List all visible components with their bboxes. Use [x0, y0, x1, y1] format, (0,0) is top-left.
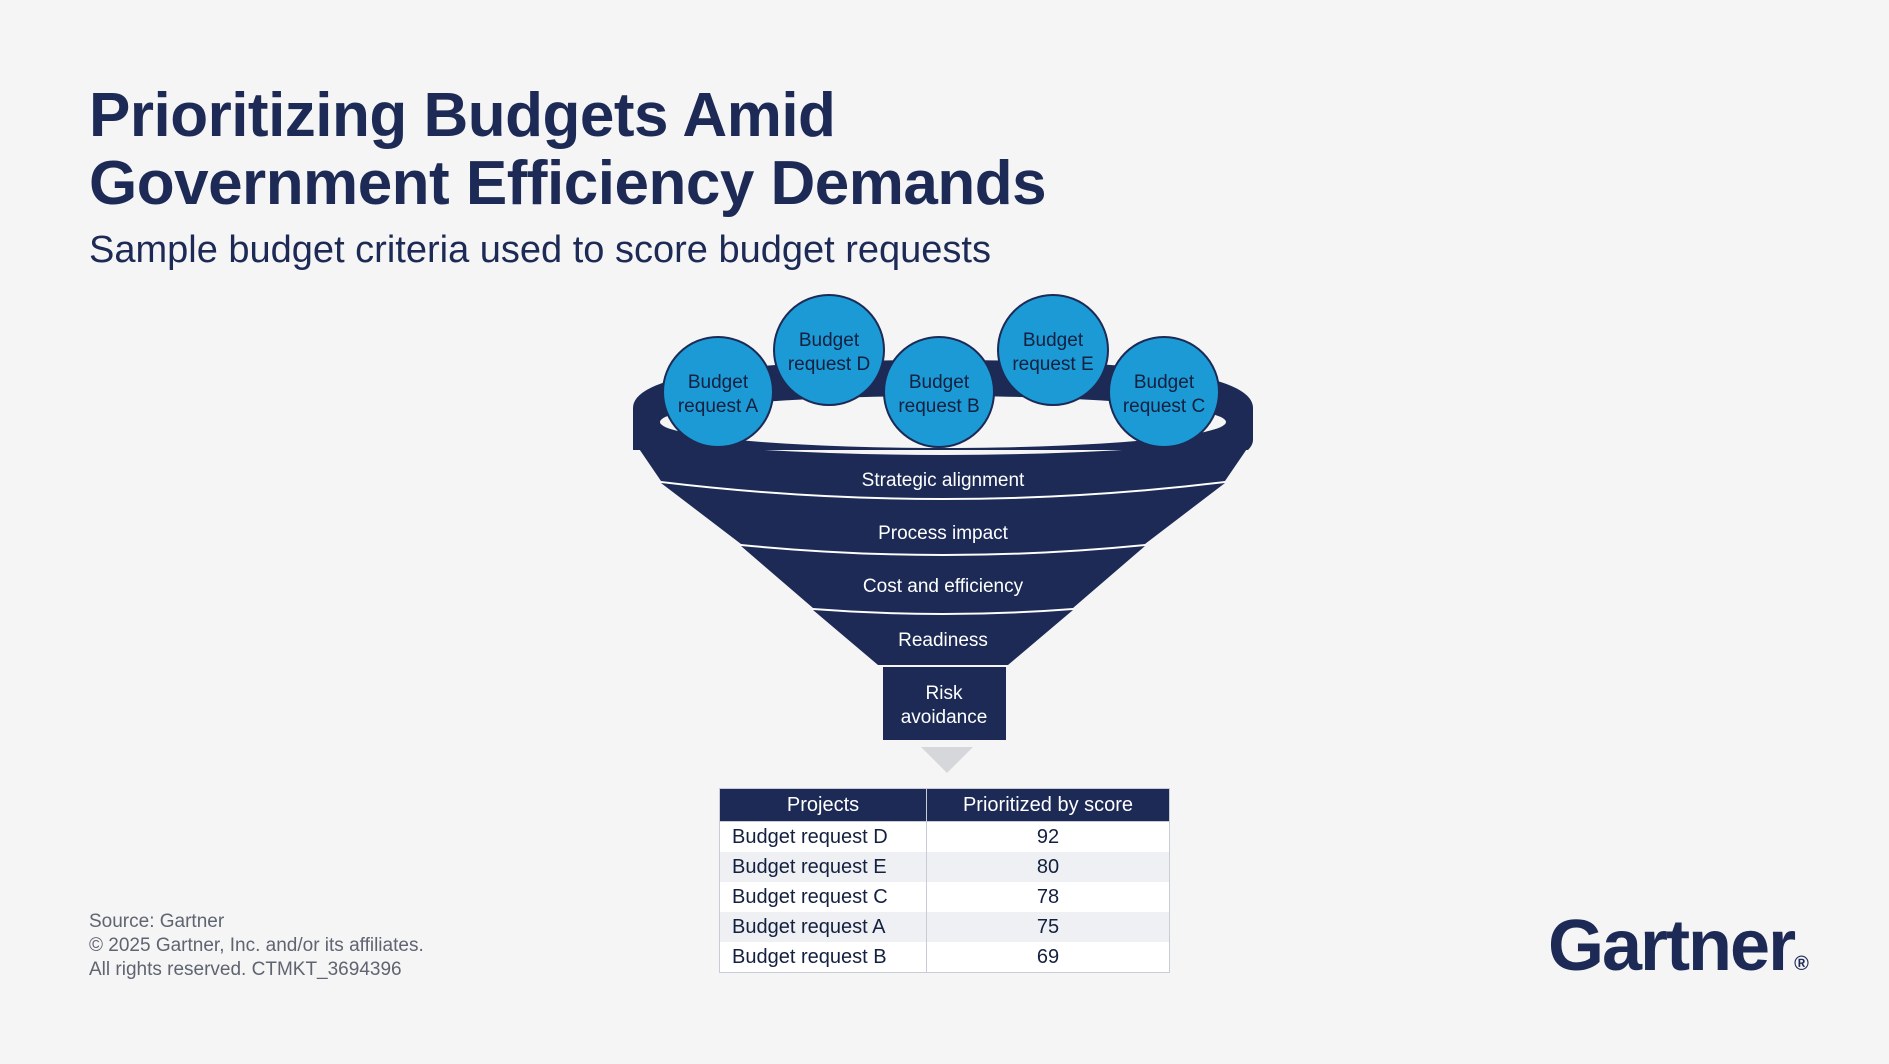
bubble-budget-request-b: Budget request B	[883, 336, 995, 448]
funnel-divider	[812, 608, 1074, 615]
score-cell: 80	[926, 852, 1170, 882]
bubble-budget-request-e: Budget request E	[997, 294, 1109, 406]
table-row: Budget request B 69	[719, 942, 1170, 973]
funnel-band-strategic-alignment	[633, 440, 1253, 498]
score-cell: 69	[926, 942, 1170, 973]
funnel-spout-risk-avoidance	[883, 667, 1006, 740]
svg-text:request A: request A	[678, 396, 759, 417]
svg-text:Budget: Budget	[909, 372, 970, 393]
bubble-budget-request-c: Budget request C	[1108, 336, 1220, 448]
svg-text:Budget: Budget	[1023, 330, 1084, 351]
logo-wordmark: Gartner	[1548, 906, 1796, 986]
title-line-2: Government Efficiency Demands	[89, 149, 1047, 218]
funnel-divider	[660, 481, 1226, 500]
svg-text:Budget: Budget	[799, 330, 860, 351]
criterion-label: Strategic alignment	[862, 470, 1025, 491]
funnel-band-readiness	[813, 610, 1073, 665]
prioritized-scores-table: Projects Prioritized by score Budget req…	[719, 788, 1170, 973]
funnel-divider	[740, 544, 1146, 556]
svg-text:Budget: Budget	[1134, 372, 1195, 393]
page-subtitle: Sample budget criteria used to score bud…	[89, 229, 991, 271]
criterion-label: Risk	[926, 683, 963, 704]
bubble-budget-request-a: Budget request A	[662, 336, 774, 448]
score-cell: 75	[926, 912, 1170, 942]
project-cell: Budget request C	[719, 882, 927, 912]
source-footer: Source: Gartner © 2025 Gartner, Inc. and…	[89, 910, 424, 982]
page-title: Prioritizing Budgets Amid Government Eff…	[89, 81, 1047, 218]
project-cell: Budget request D	[719, 821, 927, 852]
svg-text:request C: request C	[1123, 396, 1205, 417]
funnel-band-process-impact	[661, 483, 1225, 554]
criterion-label: Cost and efficiency	[863, 576, 1024, 597]
down-arrow-icon	[921, 747, 973, 773]
criterion-label: avoidance	[901, 707, 988, 728]
table-row: Budget request C 78	[719, 882, 1170, 912]
criterion-label: Readiness	[898, 630, 988, 651]
column-header-score: Prioritized by score	[926, 788, 1170, 822]
project-cell: Budget request A	[719, 912, 927, 942]
funnel-band-cost-and-efficiency	[741, 546, 1145, 613]
table-row: Budget request D 92	[719, 821, 1170, 852]
rights-line: All rights reserved. CTMKT_3694396	[89, 959, 402, 980]
title-line-1: Prioritizing Budgets Amid	[89, 81, 836, 150]
project-cell: Budget request B	[719, 942, 927, 973]
column-header-projects: Projects	[719, 788, 927, 822]
source-line: Source: Gartner	[89, 911, 225, 932]
svg-text:request E: request E	[1012, 354, 1093, 375]
table-row: Budget request A 75	[719, 912, 1170, 942]
funnel-diagram: Strategic alignment Process impact Cost …	[633, 294, 1253, 773]
svg-text:request D: request D	[788, 354, 870, 375]
svg-text:Budget: Budget	[688, 372, 749, 393]
score-cell: 92	[926, 821, 1170, 852]
gartner-logo: Gartner®	[1548, 906, 1809, 1004]
table-row: Budget request E 80	[719, 852, 1170, 882]
table-header-row: Projects Prioritized by score	[719, 788, 1170, 822]
bubble-budget-request-d: Budget request D	[773, 294, 885, 406]
copyright-line: © 2025 Gartner, Inc. and/or its affiliat…	[89, 935, 424, 956]
criterion-label: Process impact	[878, 523, 1009, 544]
registered-mark: ®	[1794, 953, 1809, 975]
project-cell: Budget request E	[719, 852, 927, 882]
score-cell: 78	[926, 882, 1170, 912]
svg-text:request B: request B	[898, 396, 979, 417]
